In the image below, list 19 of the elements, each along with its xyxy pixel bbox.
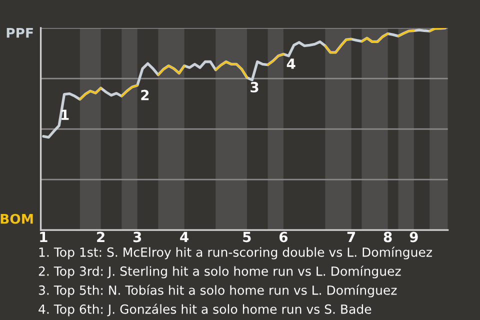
annotation: 4 xyxy=(286,58,296,69)
x-tick-label: 4 xyxy=(180,232,188,242)
text: 4. Top 6th: J. Gonzáles hit a solo home run vs S. Bade xyxy=(38,304,372,316)
x-tick-label: 3 xyxy=(133,232,142,242)
x-tick-label: 7 xyxy=(347,232,356,242)
x-tick-label: 6 xyxy=(279,232,288,242)
x-tick-label: 2 xyxy=(97,232,104,242)
annotation: 1 xyxy=(62,110,69,120)
text: 3. Top 5th: N. Tobías hit a solo home run vs L. Domínguez xyxy=(38,284,397,298)
x-tick-label: 1 xyxy=(40,232,48,242)
text: BOM xyxy=(0,214,33,224)
text: PPF xyxy=(6,28,33,38)
text: 2. Top 3rd: J. Sterling hit a solo home run vs L. Domínguez xyxy=(38,266,401,278)
annotation: 3 xyxy=(250,82,258,92)
annotation: 2 xyxy=(141,90,149,100)
x-tick-label: 8 xyxy=(384,232,392,242)
x-tick-label: 5 xyxy=(243,232,251,242)
x-tick-label: 9 xyxy=(410,232,418,242)
text: 1. Top 1st: S. McElroy hit a run-scoring double vs L. Domínguez xyxy=(39,246,432,260)
